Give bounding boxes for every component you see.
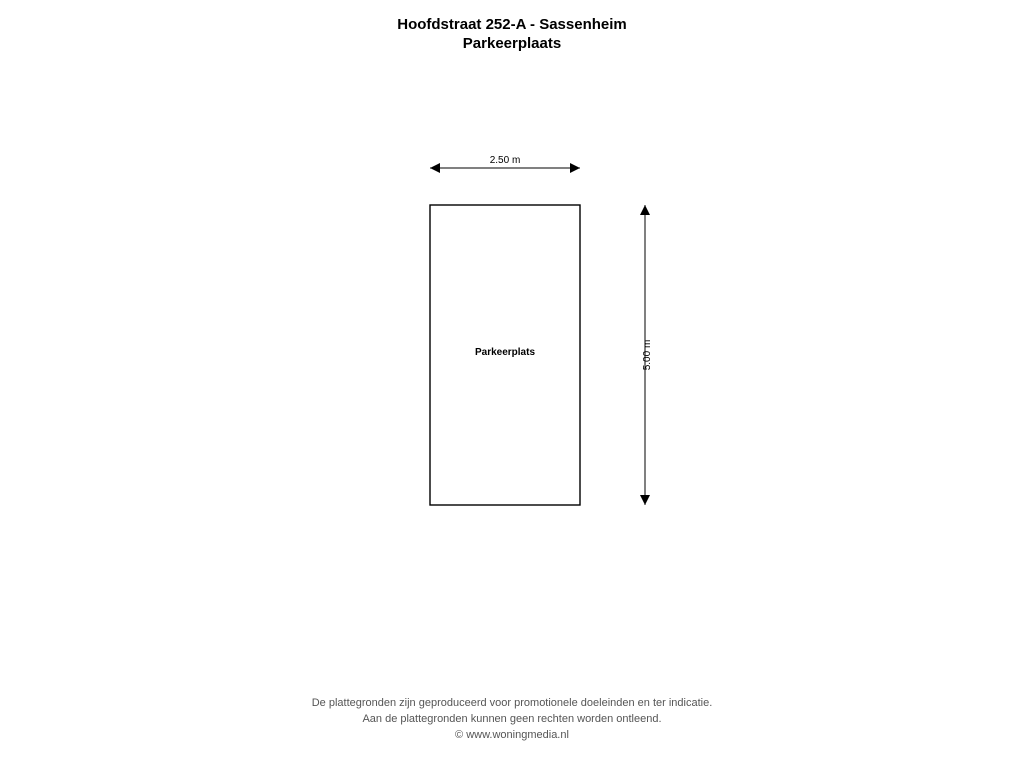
floorplan-diagram: 2.50 m 5.00 m Parkeerplats bbox=[0, 0, 1024, 768]
dim-height-arrow-bottom bbox=[640, 495, 650, 505]
dim-width-arrow-right bbox=[570, 163, 580, 173]
footer-line3: © www.woningmedia.nl bbox=[0, 728, 1024, 744]
dim-height-arrow-top bbox=[640, 205, 650, 215]
dim-width-arrow-left bbox=[430, 163, 440, 173]
room-label: Parkeerplats bbox=[475, 347, 535, 358]
footer-line1: De plattegronden zijn geproduceerd voor … bbox=[0, 696, 1024, 712]
dimension-width: 2.50 m bbox=[430, 155, 580, 173]
page-footer: De plattegronden zijn geproduceerd voor … bbox=[0, 696, 1024, 744]
dimension-height: 5.00 m bbox=[640, 205, 653, 505]
page: Hoofdstraat 252-A - Sassenheim Parkeerpl… bbox=[0, 0, 1024, 768]
footer-line2: Aan de plattegronden kunnen geen rechten… bbox=[0, 712, 1024, 728]
dim-height-label: 5.00 m bbox=[642, 340, 653, 371]
dim-width-label: 2.50 m bbox=[490, 155, 521, 166]
